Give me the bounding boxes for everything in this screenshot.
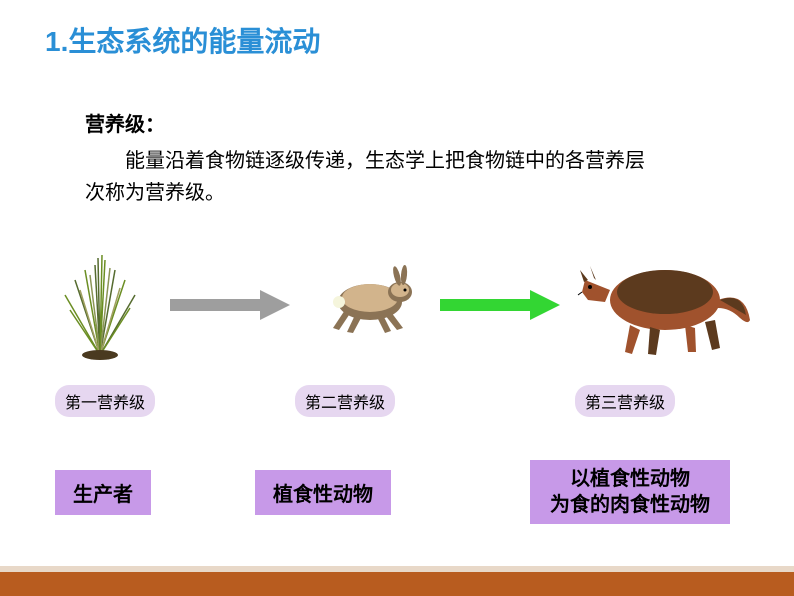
pill-level-2: 第二营养级 (295, 385, 395, 417)
definition-text: 能量沿着食物链逐级传递，生态学上把食物链中的各营养层次称为营养级。 (85, 145, 645, 209)
arrow-rabbit-to-wolf (440, 290, 560, 320)
box-producer: 生产者 (55, 470, 151, 515)
pill-level-3: 第三营养级 (575, 385, 675, 417)
trophic-label: 营养级： (85, 108, 165, 137)
arrow-grass-to-rabbit (170, 290, 290, 320)
rabbit-icon (315, 260, 425, 340)
carnivore-line-2: 为食的肉食性动物 (550, 492, 710, 518)
pill-level-1: 第一营养级 (55, 385, 155, 417)
wolf-icon (570, 230, 760, 360)
box-herbivore: 植食性动物 (255, 470, 391, 515)
box-carnivore: 以植食性动物 为食的肉食性动物 (530, 460, 730, 524)
slide-title: 1.生态系统的能量流动 (45, 20, 320, 60)
footer-decoration (0, 566, 794, 596)
carnivore-line-1: 以植食性动物 (570, 466, 690, 492)
grass-icon (40, 250, 160, 360)
food-chain-diagram (0, 230, 794, 370)
